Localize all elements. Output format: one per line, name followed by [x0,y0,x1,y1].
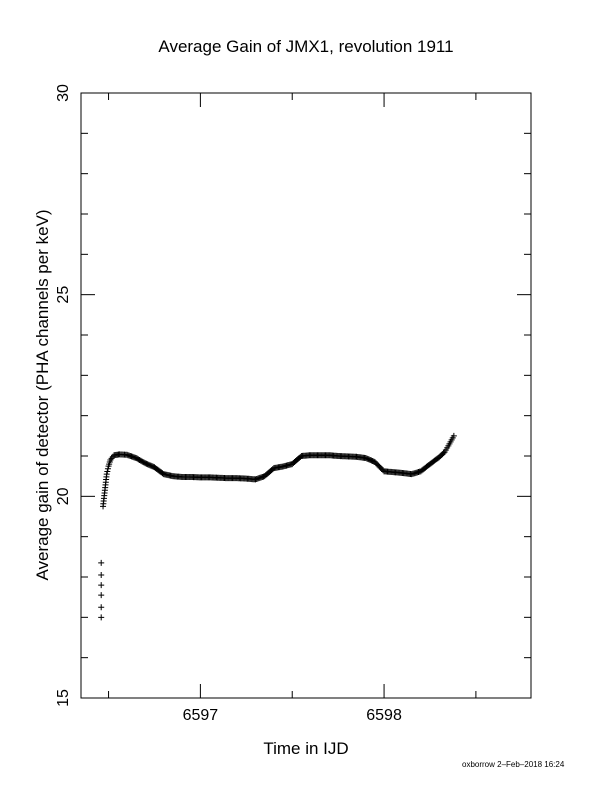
y-tick-label: 30 [55,84,72,102]
data-point [98,592,105,599]
y-axis-label: Average gain of detector (PHA channels p… [33,209,52,580]
data-points [98,432,457,621]
data-point [98,571,105,578]
plot-frame [80,92,532,699]
chart-title: Average Gain of JMX1, revolution 1911 [158,37,453,56]
y-tick-label: 15 [55,689,72,707]
data-point [440,450,447,457]
x-tick-label: 6597 [183,707,219,724]
data-point [450,432,457,439]
axis-ticks [81,92,531,699]
data-point [98,614,105,621]
data-point [98,582,105,589]
y-tick-label: 25 [55,286,72,304]
x-axis-label: Time in IJD [263,739,348,758]
data-point [98,604,105,611]
data-point [104,465,111,472]
x-tick-label: 6598 [366,707,402,724]
footer-stamp: oxborrow 2–Feb–2018 16:24 [462,760,565,769]
data-point [103,471,110,478]
data-point [104,468,111,475]
axis-tick-labels: 15 20 25 30 6597 6598 [55,84,402,724]
y-tick-label: 20 [55,487,72,505]
data-point [98,559,105,566]
